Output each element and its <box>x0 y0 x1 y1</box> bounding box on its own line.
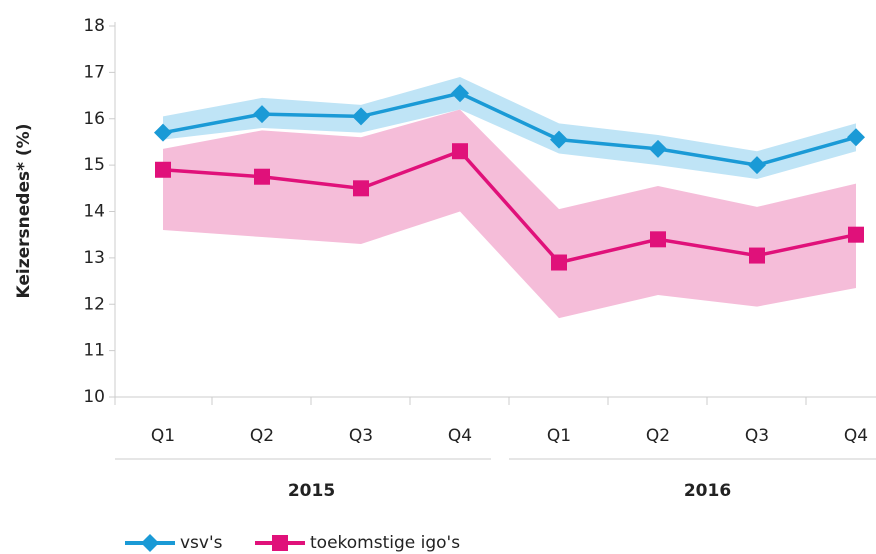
data-point <box>550 130 568 149</box>
data-point <box>848 226 864 243</box>
legend-marker <box>272 535 288 551</box>
data-point <box>253 105 271 124</box>
x-tick-label: Q3 <box>745 426 769 446</box>
y-tick-label: 18 <box>83 16 105 36</box>
legend-marker <box>141 534 159 552</box>
data-point <box>155 161 171 178</box>
data-point <box>847 128 865 147</box>
y-axis-label: Keizersnedes* (%) <box>14 124 34 299</box>
confidence-band <box>163 109 856 319</box>
y-tick-label: 17 <box>83 62 105 82</box>
data-point <box>352 107 370 126</box>
y-tick-label: 13 <box>83 248 105 268</box>
x-tick-label: Q2 <box>250 426 274 446</box>
legend-label: vsv's <box>180 533 223 553</box>
data-point <box>748 156 766 175</box>
series-line <box>162 91 857 167</box>
x-tick-label: Q4 <box>448 426 472 446</box>
x-tick-label: Q3 <box>349 426 373 446</box>
y-tick-label: 14 <box>83 202 105 222</box>
data-point <box>154 123 172 142</box>
legend-label: toekomstige igo's <box>310 533 460 553</box>
group-label: 2015 <box>288 481 335 501</box>
data-point <box>551 254 567 271</box>
data-point <box>749 247 765 264</box>
data-point <box>254 168 270 185</box>
y-tick-label: 16 <box>83 109 105 129</box>
data-point <box>452 143 468 160</box>
data-point <box>353 180 369 197</box>
y-tick-label: 15 <box>83 155 105 175</box>
y-tick-label: 11 <box>83 341 105 361</box>
series-line <box>162 149 857 265</box>
data-point <box>451 84 469 103</box>
x-tick-label: Q4 <box>844 426 868 446</box>
x-tick-label: Q1 <box>151 426 175 446</box>
x-tick-label: Q2 <box>646 426 670 446</box>
y-tick-label: 10 <box>83 387 105 407</box>
data-point <box>650 231 666 248</box>
data-point <box>649 139 667 158</box>
x-tick-label: Q1 <box>547 426 571 446</box>
y-tick-label: 12 <box>83 294 105 314</box>
group-label: 2016 <box>684 481 731 501</box>
